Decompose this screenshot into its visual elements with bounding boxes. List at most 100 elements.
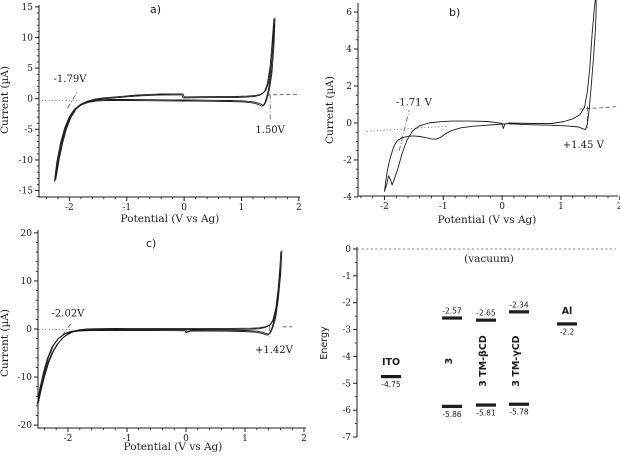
y-tick-label: 2 [346, 82, 352, 92]
energy-tick-label: 0 [345, 245, 351, 255]
y-axis-title: Current (µA) [0, 66, 11, 134]
material-label: 3 TM-γCD [511, 335, 522, 386]
panel-a: -2 -1 0 1 2-15-10-5051015-1.79V1.50Va)Potent… [0, 3, 302, 225]
energy-value: -2.2 [560, 327, 575, 336]
panel-d: 0 -1 -2 -3 -4 -5 -6 -7 Energy (vacuum) -4.75 ITO -2.… [319, 245, 616, 443]
energy-value: -5.81 [476, 409, 496, 418]
energy-level-bar [442, 316, 462, 320]
onset-annotation: -1.71 V [396, 97, 433, 108]
y-tick-label: 5 [27, 64, 33, 74]
energy-value: -2.57 [442, 307, 462, 316]
x-tick-label: -2 [64, 434, 73, 444]
cv-curve-second-cycle [54, 18, 275, 182]
y-tick-label: 20 [21, 229, 33, 239]
energy-value: -2.34 [509, 300, 529, 309]
level-compound-3-TM-gCD: -2.34 -5.78 3 TM-γCD [509, 300, 529, 417]
x-tick-label: 0 [499, 202, 505, 212]
cv-curve-second-cycle [36, 251, 282, 404]
y-tick-label: 4 [346, 45, 352, 55]
x-tick-label: 2 [296, 203, 302, 213]
axes [37, 230, 306, 429]
guide-line [579, 106, 617, 110]
material-label: 3 TM-βCD [478, 335, 489, 387]
x-tick-label: -2 [65, 203, 74, 213]
y-axis-title: Current (µA) [0, 309, 11, 377]
level-Al: -2.2 Al [557, 306, 577, 336]
energy-level-bar [381, 374, 401, 379]
panel-letter: a) [150, 3, 161, 16]
x-tick-label: 2 [301, 434, 307, 444]
y-tick-label: 6 [346, 8, 352, 18]
panel-letter: c) [146, 237, 156, 250]
onset-annotation: +1.42V [255, 345, 294, 356]
x-tick-label: 2 [617, 202, 620, 212]
x-tick-label: -2 [380, 202, 389, 212]
onset-annotation: -2.02V [52, 309, 86, 320]
material-label: Al [562, 306, 573, 317]
onset-annotation: -1.79V [54, 74, 88, 85]
energy-axis-title: Energy [319, 326, 330, 360]
x-tick-label: 0 [181, 203, 187, 213]
onset-annotation: +1.45 V [563, 140, 605, 151]
cv-curve [384, 0, 597, 192]
level-compound-3-TM-bCD: -2.65 -5.81 3 TM-βCD [476, 309, 496, 418]
energy-value: -2.65 [476, 309, 496, 318]
y-tick-label: 0 [26, 325, 32, 335]
onset-annotation: 1.50V [255, 125, 285, 136]
guide-line [366, 125, 447, 132]
x-axis-title: Potential (V vs Ag) [121, 213, 220, 225]
y-tick-label: 0 [346, 119, 352, 129]
cv-curve [55, 17, 276, 181]
vacuum-label: (vacuum) [464, 253, 514, 265]
guide-line [67, 90, 79, 109]
panel-c: -2 -1 0 1 2-20-1001020-2.02V+1.42Vc)Potentia… [0, 229, 307, 453]
energy-level-bar [509, 402, 529, 406]
material-label: 3 [444, 358, 455, 365]
x-tick-label: 1 [558, 202, 564, 212]
energy-level-bar [476, 318, 496, 322]
x-tick-label: -1 [123, 434, 132, 444]
energy-tick-label: -4 [342, 352, 351, 362]
energy-level-bar [442, 404, 462, 408]
energy-tick-label: -1 [342, 272, 351, 282]
level-ITO: -4.75 ITO [381, 357, 401, 389]
x-axis-title: Potential (V vs Ag) [438, 214, 537, 226]
guide-line [398, 109, 410, 151]
y-tick-label: -4 [343, 193, 352, 203]
x-tick-label: -1 [439, 202, 448, 212]
x-tick-label: 1 [242, 434, 248, 444]
energy-level-bar [509, 310, 529, 314]
y-tick-label: -10 [18, 373, 33, 383]
panel-letter: b) [449, 6, 460, 19]
x-tick-label: 0 [183, 434, 189, 444]
level-compound-3: -2.57 -5.86 3 [442, 307, 462, 419]
y-tick-label: -2 [343, 156, 352, 166]
y-tick-label: -15 [19, 187, 34, 197]
y-tick-label: 10 [21, 277, 33, 287]
cv-curve [38, 250, 283, 403]
energy-tick-label: -3 [342, 326, 351, 336]
energy-tick-label: -7 [342, 433, 351, 443]
x-axis-title: Potential (V vs Ag) [124, 441, 223, 453]
y-tick-label: 10 [22, 33, 34, 43]
energy-tick-label: -6 [342, 406, 351, 416]
energy-tick-label: -2 [342, 299, 351, 309]
energy-value: -5.78 [509, 408, 529, 417]
y-axis-title: Current (µA) [324, 76, 336, 144]
y-tick-label: -5 [24, 125, 33, 135]
energy-level-bar [476, 403, 496, 407]
guide-line [61, 322, 72, 336]
panel-b: -2 -1 0 1 2 -4 -2 0 2 4 6 -1.71 V +1.45 V b) Potential… [324, 0, 620, 226]
y-tick-label: -10 [19, 156, 34, 166]
y-tick-label: -20 [18, 421, 33, 431]
x-tick-label: -1 [122, 203, 131, 213]
y-tick-label: 0 [27, 95, 33, 105]
energy-value: -5.86 [442, 410, 462, 419]
energy-level-bar [557, 322, 577, 326]
y-tick-label: 15 [22, 3, 34, 13]
energy-tick-label: -5 [342, 379, 351, 389]
energy-value: -4.75 [381, 380, 401, 389]
x-tick-label: 1 [239, 203, 245, 213]
material-label: ITO [382, 357, 400, 368]
